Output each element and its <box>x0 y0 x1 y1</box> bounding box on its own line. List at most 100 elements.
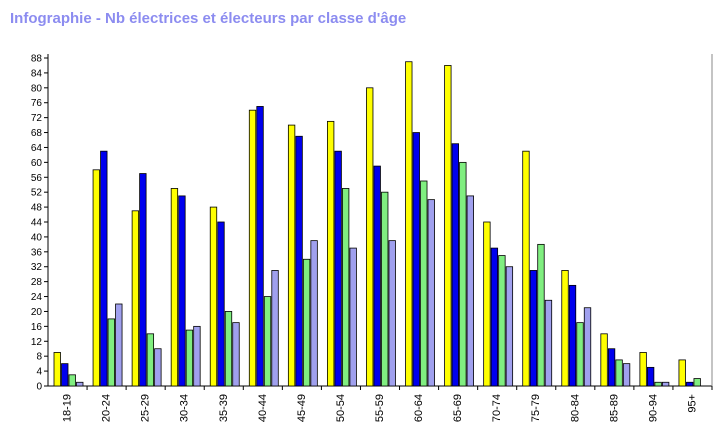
bar <box>263 296 272 387</box>
bar <box>256 106 264 387</box>
bar <box>154 348 162 387</box>
bar <box>607 348 616 387</box>
y-tick-label: 72 <box>31 113 43 124</box>
y-tick-label: 68 <box>31 128 43 139</box>
x-tick-label: 90-94 <box>647 394 659 422</box>
x-tick-label: 55-59 <box>374 394 386 422</box>
y-tick-label: 0 <box>36 382 42 393</box>
bar <box>224 311 233 387</box>
chart-labels: 0481216202428323640444852566064687276808… <box>31 54 699 423</box>
bar <box>686 381 694 387</box>
x-tick-label: 80-84 <box>569 394 581 422</box>
bar <box>131 210 140 387</box>
bar <box>646 366 655 387</box>
bar <box>583 307 592 387</box>
y-tick-label: 64 <box>31 143 43 154</box>
x-tick-label: 75-79 <box>530 394 542 422</box>
bar <box>661 381 670 387</box>
bar <box>146 333 155 387</box>
y-tick-label: 52 <box>31 188 43 199</box>
bar <box>522 150 530 387</box>
bar <box>53 352 61 387</box>
x-tick-label: 18-19 <box>62 394 74 422</box>
bar <box>334 150 342 387</box>
bar <box>490 247 499 387</box>
bar <box>342 188 350 387</box>
bar <box>451 143 459 387</box>
bar <box>459 161 467 387</box>
bar <box>693 378 701 387</box>
bar <box>92 169 100 387</box>
bar <box>412 132 420 387</box>
y-tick-label: 8 <box>36 352 42 363</box>
bar <box>115 303 123 387</box>
y-tick-label: 32 <box>31 262 43 273</box>
bar <box>287 124 296 387</box>
y-tick-label: 80 <box>31 83 43 94</box>
bar <box>537 243 545 387</box>
chart-title: Infographie - Nb électrices et électeurs… <box>10 10 407 27</box>
bar <box>248 109 257 387</box>
x-tick-label: 40-44 <box>257 394 269 422</box>
bar <box>295 135 303 387</box>
bar <box>639 352 647 387</box>
bar <box>444 65 452 387</box>
bar <box>678 359 686 387</box>
bar <box>466 195 474 387</box>
y-tick-label: 76 <box>31 98 43 109</box>
bar <box>529 270 538 387</box>
y-tick-label: 24 <box>31 292 43 303</box>
bar <box>600 333 608 387</box>
bar <box>366 87 374 387</box>
bar <box>178 195 186 387</box>
y-tick-label: 36 <box>31 247 43 258</box>
bar <box>544 299 553 387</box>
bar <box>302 258 311 387</box>
bar <box>193 325 201 387</box>
bar <box>561 270 569 387</box>
y-tick-label: 4 <box>36 367 42 378</box>
x-tick-label: 70-74 <box>491 394 503 422</box>
bar <box>327 120 335 387</box>
bar <box>310 240 318 387</box>
y-tick-label: 12 <box>31 337 43 348</box>
x-tick-label: 20-24 <box>101 394 113 422</box>
y-tick-label: 56 <box>31 173 43 184</box>
y-tick-label: 88 <box>31 54 43 65</box>
bar <box>405 61 413 387</box>
bar <box>654 381 662 387</box>
chart-bars <box>53 61 701 387</box>
x-tick-label: 30-34 <box>179 394 191 422</box>
bar <box>139 173 147 387</box>
x-tick-label: 35-39 <box>218 394 230 422</box>
bar <box>185 329 194 387</box>
bar <box>483 221 491 387</box>
y-tick-label: 28 <box>31 277 43 288</box>
x-tick-label: 45-49 <box>296 394 308 422</box>
bar <box>349 247 357 387</box>
bar <box>381 191 389 387</box>
bar <box>373 165 381 387</box>
bar <box>107 318 115 387</box>
y-tick-label: 44 <box>31 218 43 229</box>
x-tick-label: 85-89 <box>608 394 620 422</box>
bar <box>576 322 584 387</box>
y-tick-label: 48 <box>31 203 43 214</box>
bar <box>505 266 514 387</box>
x-tick-label: 60-64 <box>413 394 425 422</box>
bar <box>615 359 623 387</box>
y-tick-label: 40 <box>31 232 43 243</box>
y-tick-label: 60 <box>31 158 43 169</box>
bar <box>427 199 435 387</box>
bar <box>68 374 76 387</box>
bar <box>498 255 506 387</box>
bar <box>76 381 84 387</box>
bar <box>568 284 577 387</box>
bar <box>61 363 69 387</box>
bar <box>271 270 279 387</box>
x-tick-label: 95+ <box>686 394 698 413</box>
bar <box>232 322 240 387</box>
x-tick-label: 65-69 <box>452 394 464 422</box>
bar <box>622 363 631 387</box>
y-tick-label: 84 <box>31 68 43 79</box>
